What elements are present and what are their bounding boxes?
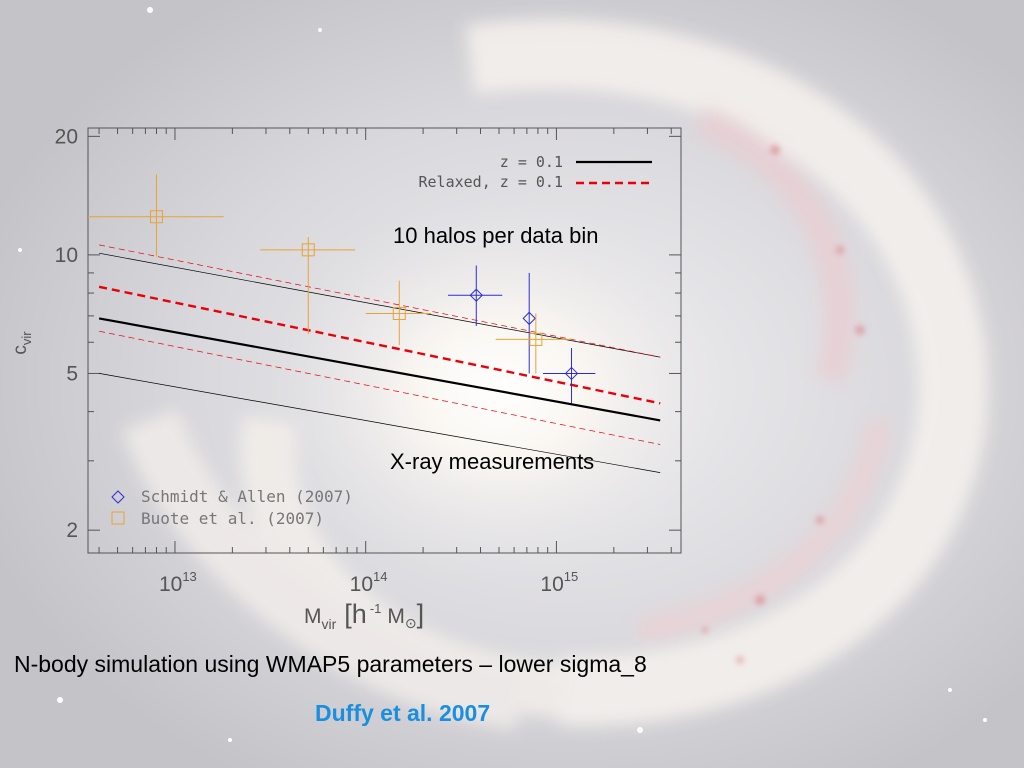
square-data-point bbox=[88, 174, 224, 257]
y-tick-label: 10 bbox=[55, 244, 78, 267]
annotation-xray: X-ray measurements bbox=[390, 449, 594, 474]
legend-label-buote: Buote et al. (2007) bbox=[141, 509, 324, 528]
x-tick-label: 1015 bbox=[540, 569, 578, 596]
square-legend-marker bbox=[111, 511, 125, 525]
legend-label-relaxed: Relaxed, z = 0.1 bbox=[419, 173, 564, 191]
y-tick-label: 2 bbox=[66, 519, 78, 542]
x-tick-label: 1014 bbox=[350, 569, 388, 596]
legend-label-z01: z = 0.1 bbox=[500, 153, 563, 171]
axis-ticks bbox=[88, 128, 681, 553]
scatter-band-line-5 bbox=[99, 330, 661, 445]
diamond-data-point bbox=[447, 265, 503, 326]
line-legend: z = 0.1 Relaxed, z = 0.1 bbox=[419, 153, 652, 191]
y-tick-label: 5 bbox=[66, 362, 78, 385]
diamond-marker bbox=[564, 366, 579, 381]
square-data-point bbox=[365, 280, 431, 346]
annotation-halos-per-bin: 10 halos per data bin bbox=[393, 223, 599, 248]
scatter-band-line-4 bbox=[99, 244, 661, 358]
plot-frame bbox=[87, 127, 682, 554]
diamond-marker bbox=[522, 311, 536, 326]
square-marker bbox=[392, 306, 406, 320]
square-marker bbox=[149, 210, 163, 224]
points-legend: Schmidt & Allen (2007) Buote et al. (200… bbox=[111, 487, 353, 528]
diamond-legend-marker bbox=[111, 490, 125, 504]
x-axis-label: Mvir [h -1 M⊙] bbox=[304, 599, 424, 632]
diamond-marker bbox=[469, 288, 483, 302]
plot-area: 2 5 10 20 1013 1014 1015 bbox=[55, 125, 682, 596]
y-tick-label: 20 bbox=[55, 125, 78, 148]
square-data-point bbox=[260, 237, 356, 334]
y-axis-label: cvir bbox=[10, 331, 34, 355]
square-marker bbox=[301, 243, 315, 257]
diamond-data-point bbox=[542, 348, 596, 404]
x-tick-label: 1013 bbox=[159, 569, 197, 596]
square-data-point bbox=[495, 313, 572, 374]
series-line-1 bbox=[98, 285, 661, 405]
series-line-0 bbox=[98, 317, 661, 422]
square-marker bbox=[529, 332, 543, 346]
axis-tick-labels: 2 5 10 20 1013 1014 1015 bbox=[55, 125, 579, 596]
slide-citation: Duffy et al. 2007 bbox=[315, 700, 491, 726]
points-layer bbox=[88, 174, 596, 404]
scatter-band-line-3 bbox=[99, 373, 661, 473]
slide-caption: N-body simulation using WMAP5 parameters… bbox=[14, 651, 647, 677]
legend-label-schmidt: Schmidt & Allen (2007) bbox=[141, 487, 353, 506]
diamond-data-point bbox=[522, 272, 536, 374]
